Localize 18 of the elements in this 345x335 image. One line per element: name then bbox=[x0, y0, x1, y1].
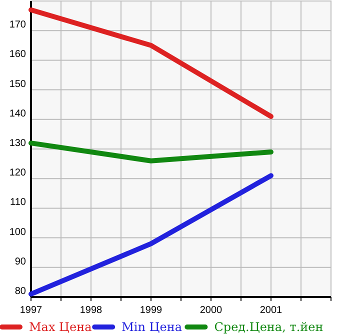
legend-label: Min Цена bbox=[122, 320, 182, 334]
y-tick-label: 110 bbox=[10, 197, 26, 208]
y-tick-label: 120 bbox=[9, 168, 26, 179]
legend-label: Сред.Цена, т.йен bbox=[214, 320, 324, 334]
x-tick-label: 1998 bbox=[80, 305, 103, 316]
y-tick-label: 170 bbox=[9, 20, 26, 31]
legend-label: Max Цена bbox=[29, 320, 92, 334]
y-tick-label: 90 bbox=[14, 256, 26, 268]
y-tick-label: 130 bbox=[9, 138, 26, 149]
x-tick-label: 2000 bbox=[200, 305, 223, 316]
y-tick-label: 80 bbox=[14, 286, 26, 297]
x-tick-label: 2001 bbox=[260, 305, 283, 316]
x-tick-label: 1997 bbox=[20, 305, 43, 316]
y-tick-label: 100 bbox=[9, 226, 26, 238]
y-tick-label: 140 bbox=[9, 108, 26, 120]
y-tick-label: 150 bbox=[9, 78, 26, 90]
x-tick-label: 1999 bbox=[140, 305, 163, 316]
y-tick-label: 160 bbox=[9, 49, 26, 60]
